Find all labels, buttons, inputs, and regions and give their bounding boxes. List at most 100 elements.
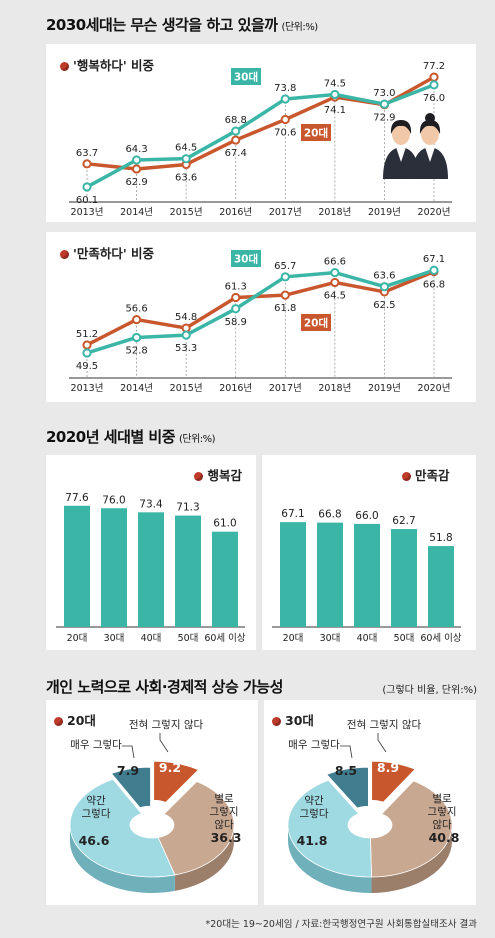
bullet-icon <box>60 62 69 71</box>
slice-category-label: 약간 그렇다 <box>300 795 329 820</box>
donut-hole <box>348 812 392 838</box>
slice-category-line: 않다 <box>214 819 234 831</box>
bar-category-label: 20대 <box>283 633 304 644</box>
bar-value-label: 67.1 <box>281 508 304 520</box>
footnote: *20대는 19~20세임 / 자료:한국행정연구원 사회통합실태조사 결과 <box>205 919 478 930</box>
data-label: 70.6 <box>274 128 296 139</box>
series-line-20대 <box>86 270 435 347</box>
data-label: 49.5 <box>76 361 98 372</box>
series-tag-30대 <box>231 250 261 267</box>
donut-slice-전혀 그렇지 않다 <box>153 760 200 803</box>
data-point <box>131 332 142 343</box>
slice-category-line: 그렇지 <box>210 805 239 818</box>
data-label: 62.9 <box>125 177 147 188</box>
bar-value-label: 77.6 <box>65 492 89 504</box>
x-tick-label: 2017년 <box>269 383 302 394</box>
pie20-title: 20대 <box>54 710 96 729</box>
data-point <box>82 159 92 169</box>
data-point <box>429 265 439 275</box>
x-tick-label: 2019년 <box>368 383 401 394</box>
x-tick-label: 2014년 <box>120 207 153 218</box>
data-point <box>131 314 142 325</box>
bar-value-label: 76.0 <box>102 494 125 506</box>
leader-line <box>340 745 353 759</box>
x-tick-label: 2015년 <box>170 383 203 394</box>
happy-line-chart: 2013년 2014년 2015년 2016년 2017년 2018년 2019년 2020년… <box>69 61 452 218</box>
bar <box>175 515 201 627</box>
data-label: 76.0 <box>423 93 445 104</box>
series-tag-label: 20대 <box>304 127 328 140</box>
bullet-icon <box>272 717 281 726</box>
series-line-30대 <box>86 83 435 189</box>
bar <box>391 529 417 627</box>
slice-category-label: 전혀 그렇지 않다 <box>129 718 204 731</box>
bar <box>138 512 164 627</box>
donut-side <box>371 825 452 893</box>
donut-side <box>70 825 175 893</box>
slice-category-label: 별로 그렇지 않다 <box>428 793 457 831</box>
data-point <box>379 282 390 292</box>
series-tag-label: 30대 <box>234 71 258 84</box>
data-label: 63.7 <box>76 148 98 159</box>
happy-line-title: '행복하다' 비중 <box>60 55 154 74</box>
donut-slice-매우 그렇다 <box>110 766 151 809</box>
data-label: 77.2 <box>423 61 445 72</box>
bar-value-label: 62.7 <box>392 515 415 527</box>
main-title: 2030세대는 무슨 생각을 하고 있을까 (단위:%) <box>46 14 318 35</box>
slice-category-label: 별로 그렇지 않다 <box>210 793 239 831</box>
data-label: 64.5 <box>324 290 346 301</box>
bar <box>317 522 343 627</box>
satisfy-bar-panel: 만족감 67.1 20대 66.8 30대 66.0 40대 62.7 50대 51.8 60세 … <box>262 455 476 650</box>
data-point <box>131 155 142 165</box>
bar-category-label: 30대 <box>104 633 125 644</box>
section3-unit: (그렇다 비율, 단위:%) <box>382 685 477 696</box>
slice-value-label: 8.5 <box>335 763 357 778</box>
x-tick-label: 2013년 <box>71 383 104 394</box>
series-tag-label: 20대 <box>304 317 328 330</box>
data-point <box>82 340 92 350</box>
happy-bar-panel: 행복감 77.6 20대 76.0 30대 73.4 40대 71.3 50대 61.0 60세 … <box>46 455 256 650</box>
satisfy-bar-title: 만족감 <box>402 465 450 484</box>
bar-category-label: 50대 <box>394 633 415 644</box>
pie30-title: 30대 <box>272 710 314 729</box>
bar <box>212 531 238 627</box>
satisfy-line-panel: '만족하다' 비중 2013년 2014년 2015년 2016년 2017년 2018년… <box>46 232 476 402</box>
x-tick-label: 2014년 <box>120 383 153 394</box>
data-label: 63.6 <box>175 172 197 183</box>
section2-title: 2020년 세대별 비중 (단위:%) <box>46 428 216 446</box>
section3-title: 개인 노력으로 사회·경제적 상승 가능성 <box>46 678 283 696</box>
data-point <box>131 164 142 174</box>
slice-category-line: 별로 <box>214 793 234 805</box>
data-point <box>280 290 290 300</box>
bullet-icon <box>54 717 63 726</box>
data-label: 60.1 <box>76 195 98 206</box>
data-label: 61.8 <box>274 303 296 314</box>
x-tick-label: 2017년 <box>269 207 302 218</box>
slice-category-label: 약간 그렇다 <box>82 795 111 820</box>
donut-hole <box>130 812 174 838</box>
slice-value-label: 41.8 <box>297 833 328 848</box>
bullet-icon <box>60 250 69 259</box>
data-label: 74.5 <box>324 78 346 89</box>
data-label: 73.8 <box>274 83 296 94</box>
bar-value-label: 71.3 <box>176 502 199 514</box>
data-point <box>231 126 241 136</box>
leader-line <box>159 733 169 753</box>
slice-category-label: 매우 그렇다 <box>70 738 122 751</box>
x-tick-label: 2016년 <box>219 383 252 394</box>
x-tick-label: 2018년 <box>318 383 351 394</box>
slice-category-label: 전혀 그렇지 않다 <box>347 718 422 731</box>
data-point <box>231 292 241 303</box>
slice-category-line: 매우 그렇다 <box>288 738 340 751</box>
bar-category-label: 40대 <box>357 633 378 644</box>
x-tick-label: 2015년 <box>170 207 203 218</box>
bar <box>428 546 454 627</box>
series-tag-label: 30대 <box>234 253 258 266</box>
bullet-icon <box>194 472 204 481</box>
data-label: 51.2 <box>76 329 98 340</box>
leader-line <box>377 733 387 753</box>
series-line-30대 <box>86 268 435 355</box>
data-label: 73.0 <box>373 88 395 99</box>
